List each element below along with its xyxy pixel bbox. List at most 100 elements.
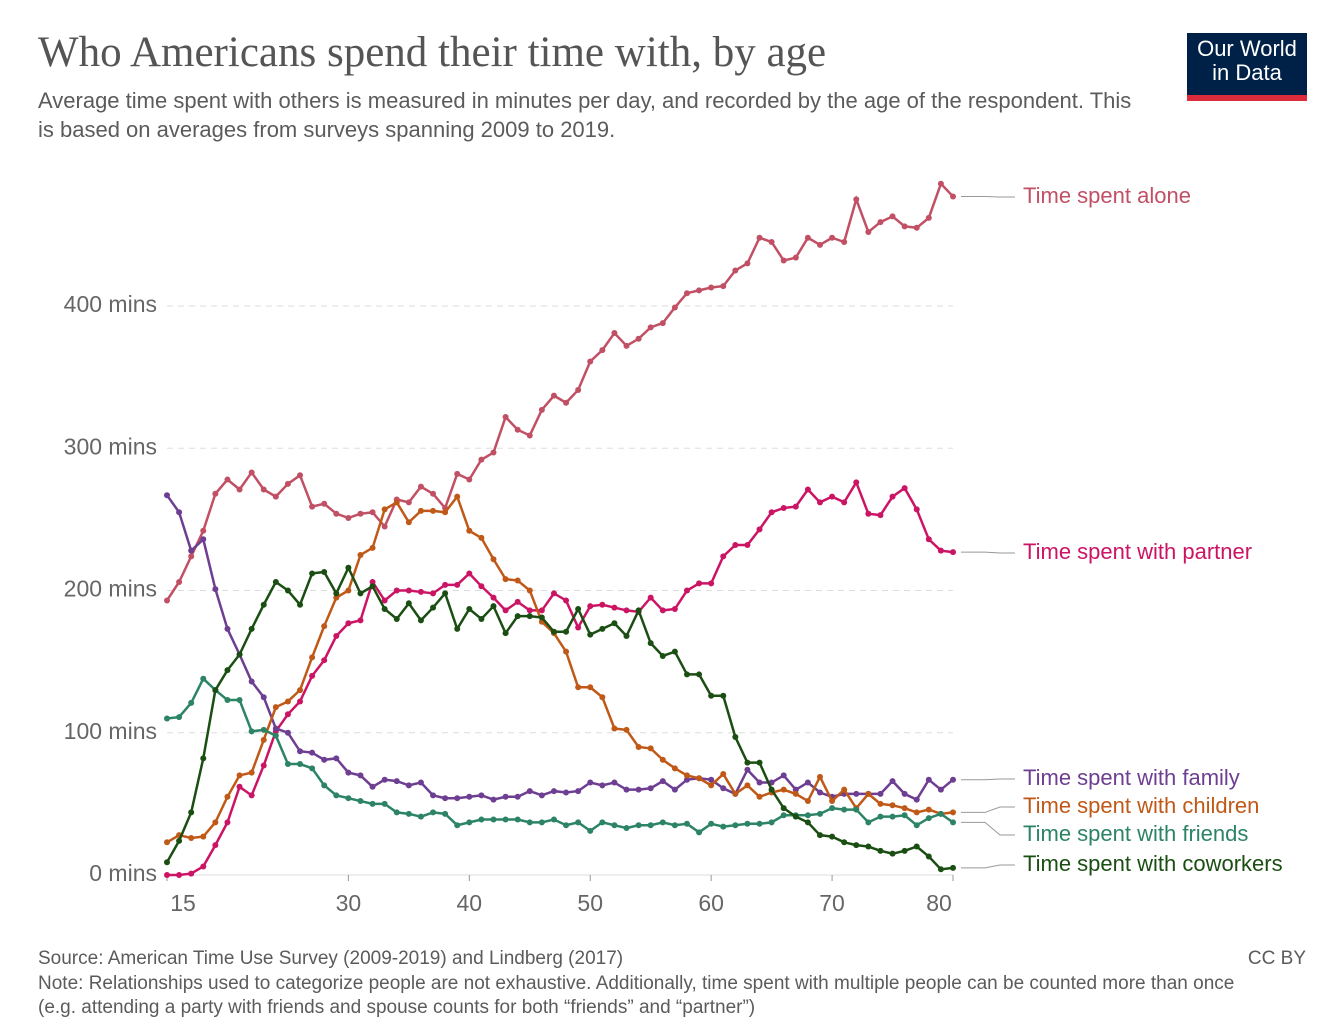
- point: [248, 625, 255, 632]
- point: [176, 578, 183, 585]
- point: [841, 786, 848, 793]
- point: [309, 765, 316, 772]
- point: [369, 583, 376, 590]
- note: Note: Relationships used to categorize p…: [38, 973, 1235, 1018]
- point: [599, 601, 606, 608]
- point: [236, 651, 243, 658]
- point: [381, 776, 388, 783]
- point: [405, 782, 412, 789]
- point: [937, 180, 944, 187]
- point: [635, 786, 642, 793]
- point: [248, 792, 255, 799]
- point: [925, 806, 932, 813]
- point: [913, 506, 920, 513]
- point: [563, 648, 570, 655]
- point: [442, 590, 449, 597]
- point: [490, 816, 497, 823]
- series-label: Time spent with friends: [1023, 821, 1248, 846]
- point: [901, 805, 908, 812]
- point: [442, 795, 449, 802]
- point: [611, 330, 618, 337]
- point: [321, 569, 328, 576]
- point: [550, 788, 557, 795]
- point: [780, 772, 787, 779]
- point: [950, 809, 956, 816]
- point: [417, 813, 424, 820]
- point: [623, 633, 630, 640]
- point: [466, 527, 473, 534]
- point: [309, 749, 316, 756]
- point: [889, 778, 896, 785]
- point: [853, 842, 860, 849]
- point: [623, 726, 630, 733]
- point: [224, 667, 231, 674]
- point: [309, 654, 316, 661]
- point: [768, 786, 775, 793]
- point: [502, 793, 509, 800]
- point: [502, 576, 509, 583]
- point: [720, 283, 727, 290]
- point: [804, 819, 811, 826]
- point: [816, 832, 823, 839]
- point: [490, 594, 497, 601]
- x-tick-label: 50: [577, 890, 603, 916]
- point: [937, 810, 944, 817]
- point: [309, 570, 316, 577]
- point: [526, 607, 533, 614]
- point: [430, 604, 437, 611]
- point: [950, 864, 956, 871]
- point: [369, 800, 376, 807]
- point: [829, 234, 836, 241]
- point: [381, 506, 388, 513]
- point: [829, 805, 836, 812]
- point: [708, 580, 715, 587]
- point: [490, 556, 497, 563]
- label-connector: [961, 551, 1015, 554]
- point: [732, 541, 739, 548]
- y-tick-label: 300 mins: [64, 433, 157, 459]
- point: [188, 699, 195, 706]
- point: [671, 786, 678, 793]
- logo[interactable]: Our World in Data: [1187, 33, 1307, 101]
- point: [780, 786, 787, 793]
- point: [756, 820, 763, 827]
- point: [587, 827, 594, 834]
- point: [248, 769, 255, 776]
- point: [200, 527, 207, 534]
- point: [683, 290, 690, 297]
- point: [405, 519, 412, 526]
- point: [417, 483, 424, 490]
- point: [647, 745, 654, 752]
- point: [889, 493, 896, 500]
- point: [164, 597, 170, 604]
- point: [297, 698, 304, 705]
- point: [538, 406, 545, 413]
- point: [490, 603, 497, 610]
- point: [188, 835, 195, 842]
- point: [708, 284, 715, 291]
- point: [248, 728, 255, 735]
- point: [345, 795, 352, 802]
- point: [865, 229, 872, 236]
- point: [188, 809, 195, 816]
- point: [720, 553, 727, 560]
- point: [297, 472, 304, 479]
- point: [889, 850, 896, 857]
- point: [176, 872, 183, 878]
- point: [841, 806, 848, 813]
- point: [635, 607, 642, 614]
- point: [744, 766, 751, 773]
- point: [780, 505, 787, 512]
- point: [478, 456, 485, 463]
- point: [260, 736, 267, 743]
- point: [575, 684, 582, 691]
- point: [538, 607, 545, 614]
- point: [176, 837, 183, 844]
- point: [599, 819, 606, 826]
- point: [393, 615, 400, 622]
- point: [792, 790, 799, 797]
- y-tick-label: 0 mins: [89, 860, 157, 886]
- point: [683, 671, 690, 678]
- point: [417, 507, 424, 514]
- point: [901, 812, 908, 819]
